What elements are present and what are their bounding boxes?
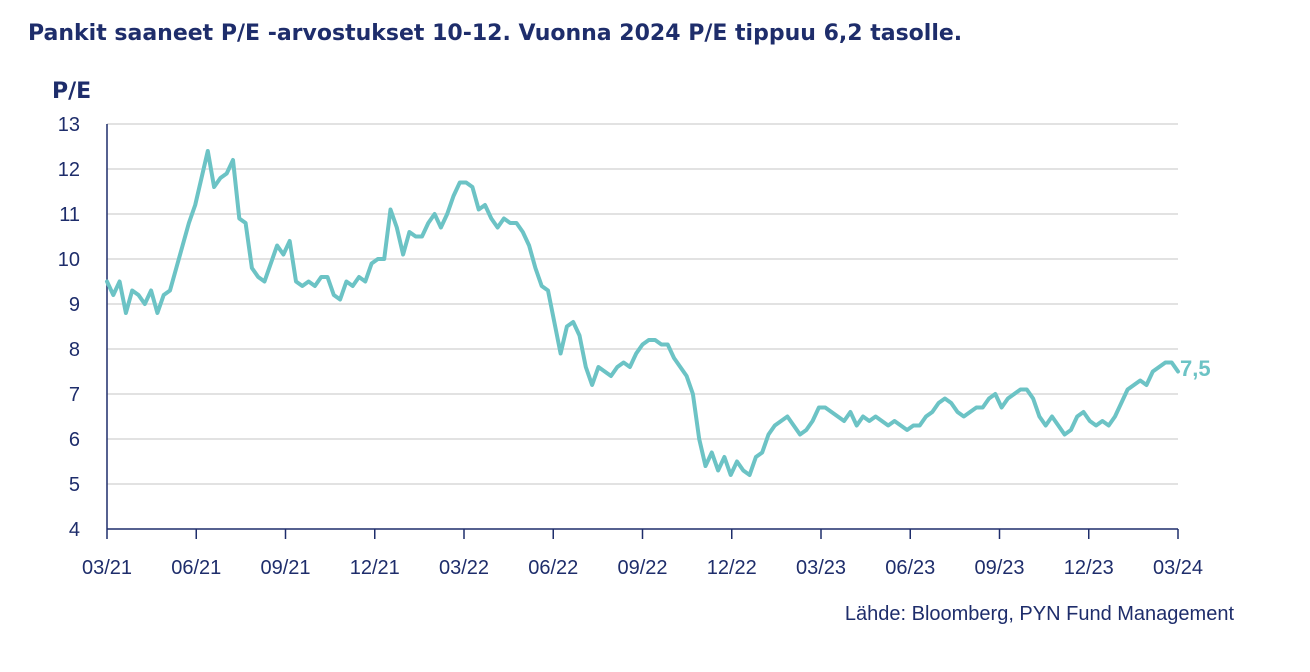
grid-lines	[107, 123, 1178, 485]
y-tick-label: 11	[59, 204, 80, 226]
end-value-label: 7,5	[1180, 356, 1211, 381]
y-axis-label: P/E	[52, 79, 91, 104]
x-tick-label: 03/24	[1153, 557, 1203, 579]
x-tick-label: 09/22	[617, 557, 667, 579]
y-tick-label: 7	[69, 384, 80, 406]
x-tick-label: 12/23	[1064, 557, 1114, 579]
x-tick-label: 06/23	[885, 557, 935, 579]
chart-title: Pankit saaneet P/E -arvostukset 10-12. V…	[28, 21, 962, 46]
series-line	[105, 149, 1180, 477]
x-tick-label: 12/22	[707, 557, 757, 579]
x-tick-label: 03/22	[439, 557, 489, 579]
y-tick-label: 8	[69, 339, 80, 361]
axes	[106, 124, 1179, 539]
x-tick-label: 09/23	[974, 557, 1024, 579]
source-note: Lähde: Bloomberg, PYN Fund Management	[845, 603, 1235, 625]
y-tick-label: 5	[69, 474, 80, 496]
y-tick-label: 4	[69, 519, 80, 541]
x-tick-label: 03/23	[796, 557, 846, 579]
x-tick-label: 06/21	[171, 557, 221, 579]
series-lines	[105, 149, 1180, 477]
y-tick-label: 12	[58, 159, 80, 181]
x-tick-label: 09/21	[260, 557, 310, 579]
tick-labels: 4 5 6 7 8 9 10 11 12 13 03/21 06/21 09/21 12/21 03/22 0…	[58, 114, 1203, 579]
x-tick-label: 12/21	[350, 557, 400, 579]
y-tick-label: 10	[58, 249, 80, 271]
x-tick-label: 06/22	[528, 557, 578, 579]
y-tick-label: 6	[69, 429, 80, 451]
x-tick-label: 03/21	[82, 557, 132, 579]
y-tick-label: 9	[69, 294, 80, 316]
y-tick-label: 13	[58, 114, 80, 136]
